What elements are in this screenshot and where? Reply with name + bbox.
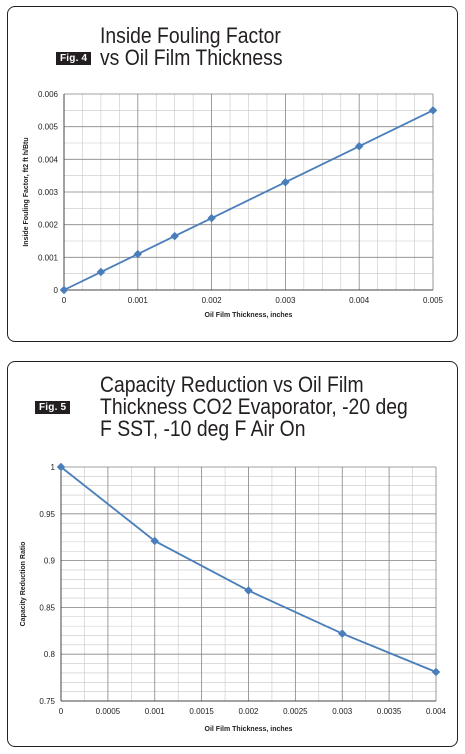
data-point bbox=[338, 629, 347, 638]
figure-5-panel bbox=[7, 361, 458, 747]
data-point bbox=[281, 177, 290, 187]
x-tick-label: 0 bbox=[62, 296, 67, 305]
x-tick-label: 0.0035 bbox=[377, 707, 402, 716]
y-tick-label: 0.003 bbox=[38, 188, 59, 197]
figure-4-title-line-2: vs Oil Film Thickness bbox=[100, 45, 283, 70]
y-tick-label: 0.005 bbox=[38, 123, 59, 132]
data-point bbox=[59, 285, 69, 295]
data-point bbox=[431, 667, 441, 677]
x-tick-label: 0.002 bbox=[202, 296, 223, 305]
x-tick-label: 0 bbox=[59, 707, 64, 716]
y-tick-label: 0.95 bbox=[39, 510, 55, 519]
y-tick-label: 0 bbox=[54, 286, 59, 295]
x-tick-label: 0.003 bbox=[275, 296, 296, 305]
x-tick-label: 0.002 bbox=[238, 707, 259, 716]
y-tick-label: 0.9 bbox=[44, 557, 56, 566]
x-tick-label: 0.0005 bbox=[96, 707, 121, 716]
chart-1: 0 0.001 0.002 0.003 0.004 0.005 0 0.001 0.002 0.0… bbox=[23, 90, 444, 319]
y-tick-label: 0.8 bbox=[44, 650, 56, 659]
series-line bbox=[63, 109, 434, 291]
figure-5-badge: Fig. 5 bbox=[35, 401, 71, 414]
y-axis-label: Inside Fouling Factor, ft2 ft h/Btu bbox=[23, 137, 30, 246]
x-tick-label: 0.004 bbox=[426, 707, 447, 716]
y-tick-label: 0.75 bbox=[39, 697, 55, 706]
figure-4-title: Inside Fouling Factor vs Oil Film Thickn… bbox=[100, 25, 283, 69]
y-tick-label: 0.002 bbox=[38, 221, 59, 230]
data-point bbox=[170, 231, 179, 241]
y-tick-label: 1 bbox=[51, 463, 56, 472]
x-axis-label: Oil Film Thickness, inches bbox=[205, 726, 293, 733]
x-tick-label: 0.0025 bbox=[283, 707, 308, 716]
data-point bbox=[244, 586, 253, 595]
x-tick-label: 0.004 bbox=[349, 296, 370, 305]
x-axis-label: Oil Film Thickness, inches bbox=[205, 312, 293, 319]
figure-4-title-line-1: Inside Fouling Factor bbox=[100, 23, 281, 48]
x-tick-label: 0.003 bbox=[332, 707, 353, 716]
chart-2: 0 0.0005 0.001 0.0015 0.002 0.0025 0.003 0.0035… bbox=[20, 462, 447, 733]
y-tick-label: 0.006 bbox=[38, 90, 59, 99]
x-tick-label: 0.001 bbox=[128, 296, 149, 305]
y-tick-label: 0.85 bbox=[39, 603, 55, 612]
data-point bbox=[354, 142, 364, 151]
figure-5-title: Capacity Reduction vs Oil Film Thickness… bbox=[100, 374, 408, 440]
figure-4-badge: Fig. 4 bbox=[56, 52, 92, 65]
data-point bbox=[207, 213, 216, 223]
x-tick-label: 0.0015 bbox=[189, 707, 214, 716]
figure-5-title-line-1: Capacity Reduction vs Oil Film bbox=[100, 372, 364, 397]
data-point bbox=[56, 462, 66, 472]
y-axis-label: Capacity Reduction Ratio bbox=[20, 542, 27, 627]
y-tick-label: 0.001 bbox=[38, 253, 59, 262]
x-tick-label: 0.001 bbox=[145, 707, 166, 716]
data-point bbox=[428, 106, 438, 115]
figure-5-title-line-3: F SST, -10 deg F Air On bbox=[100, 416, 306, 441]
x-tick-label: 0.005 bbox=[423, 296, 444, 305]
y-tick-label: 0.004 bbox=[38, 155, 59, 164]
figure-5-title-line-2: Thickness CO2 Evaporator, -20 deg bbox=[100, 394, 408, 419]
data-point bbox=[96, 267, 106, 277]
